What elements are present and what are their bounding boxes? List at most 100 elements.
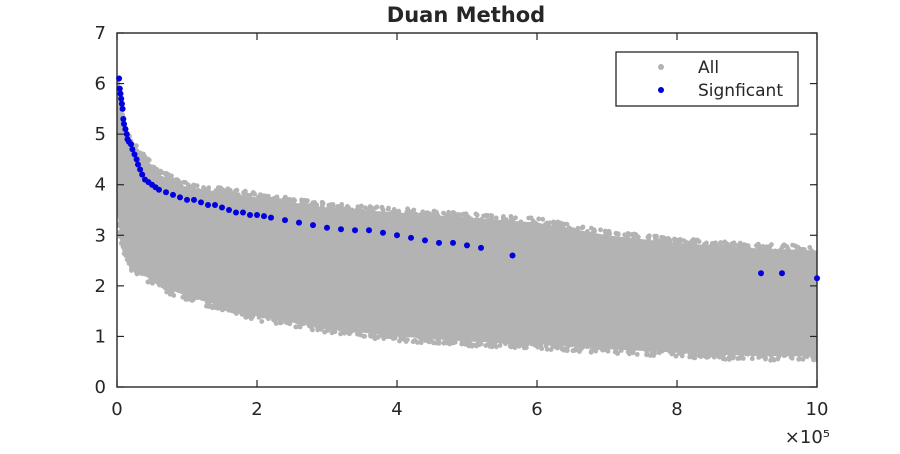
all-point (240, 306, 246, 312)
all-point (312, 207, 317, 213)
all-point (345, 327, 351, 333)
all-point (784, 248, 789, 254)
all-point (455, 218, 461, 224)
all-point (475, 338, 481, 344)
signficant-point (119, 105, 126, 112)
all-point (410, 339, 416, 345)
all-point (381, 211, 387, 216)
all-point (352, 209, 358, 215)
all-point (636, 239, 642, 245)
signficant-point (135, 161, 141, 168)
all-point (470, 342, 476, 348)
all-point (667, 349, 673, 354)
all-point (516, 343, 522, 349)
all-point (446, 336, 452, 342)
all-point (696, 239, 702, 244)
all-point (260, 310, 266, 316)
all-point (722, 239, 727, 245)
all-point (602, 228, 608, 234)
all-point (735, 356, 741, 361)
all-point (158, 280, 164, 285)
all-point (587, 342, 593, 348)
all-point (551, 221, 557, 227)
all-point (117, 230, 123, 236)
all-point (126, 260, 132, 266)
series-signficant (116, 75, 820, 282)
all-point (338, 331, 343, 337)
signficant-point (282, 217, 288, 224)
all-point (609, 236, 615, 242)
all-point (635, 234, 641, 240)
all-point (781, 353, 787, 359)
all-point (327, 326, 333, 331)
all-point (493, 219, 499, 225)
all-point (592, 233, 598, 239)
all-point (299, 197, 304, 203)
all-point (809, 251, 815, 256)
all-point (205, 189, 211, 195)
all-point (120, 244, 126, 250)
all-point (561, 226, 567, 232)
all-point (326, 322, 332, 328)
all-point (420, 209, 426, 215)
all-point (548, 347, 554, 352)
all-point (243, 314, 249, 320)
series-all (117, 78, 817, 363)
all-point (332, 324, 337, 329)
all-point (579, 231, 585, 237)
all-point (500, 217, 506, 223)
all-point (156, 170, 161, 176)
all-point (191, 186, 196, 192)
all-point (553, 341, 559, 347)
all-point (804, 352, 810, 358)
all-point (490, 341, 496, 347)
all-point (468, 216, 474, 222)
all-point (747, 246, 752, 252)
all-point (455, 212, 461, 217)
all-point (796, 352, 802, 358)
all-point (441, 339, 447, 345)
all-point (620, 344, 626, 350)
signficant-point (254, 212, 260, 219)
all-point (622, 232, 628, 238)
all-point (615, 231, 621, 237)
all-point (297, 324, 303, 330)
all-point (261, 198, 267, 203)
all-point (710, 247, 715, 252)
all-point (309, 326, 315, 332)
all-point (689, 241, 694, 246)
all-point (164, 172, 169, 177)
all-point (366, 327, 372, 333)
all-point (581, 344, 586, 350)
all-point (434, 340, 440, 346)
all-point (129, 268, 134, 273)
all-point (795, 244, 801, 250)
all-point (646, 236, 652, 242)
all-point (725, 248, 731, 253)
all-point (339, 202, 345, 207)
signficant-point (117, 90, 124, 97)
all-point (566, 225, 572, 231)
all-point (358, 332, 364, 338)
all-point (662, 243, 667, 249)
all-point (539, 346, 545, 352)
signficant-point (509, 252, 516, 259)
all-point (698, 354, 704, 360)
all-point (797, 356, 803, 362)
all-point (459, 339, 465, 345)
all-point (241, 190, 246, 195)
all-point (718, 240, 723, 245)
x-tick-label: 10 (806, 399, 829, 420)
all-point (316, 206, 321, 212)
all-point (312, 200, 318, 205)
all-point (711, 350, 717, 355)
all-point (629, 232, 635, 237)
all-point (528, 221, 533, 227)
all-point (813, 251, 817, 257)
all-point (233, 306, 239, 312)
all-point (395, 330, 401, 336)
all-point (256, 314, 262, 320)
all-point (137, 150, 143, 156)
signficant-point (478, 244, 484, 251)
